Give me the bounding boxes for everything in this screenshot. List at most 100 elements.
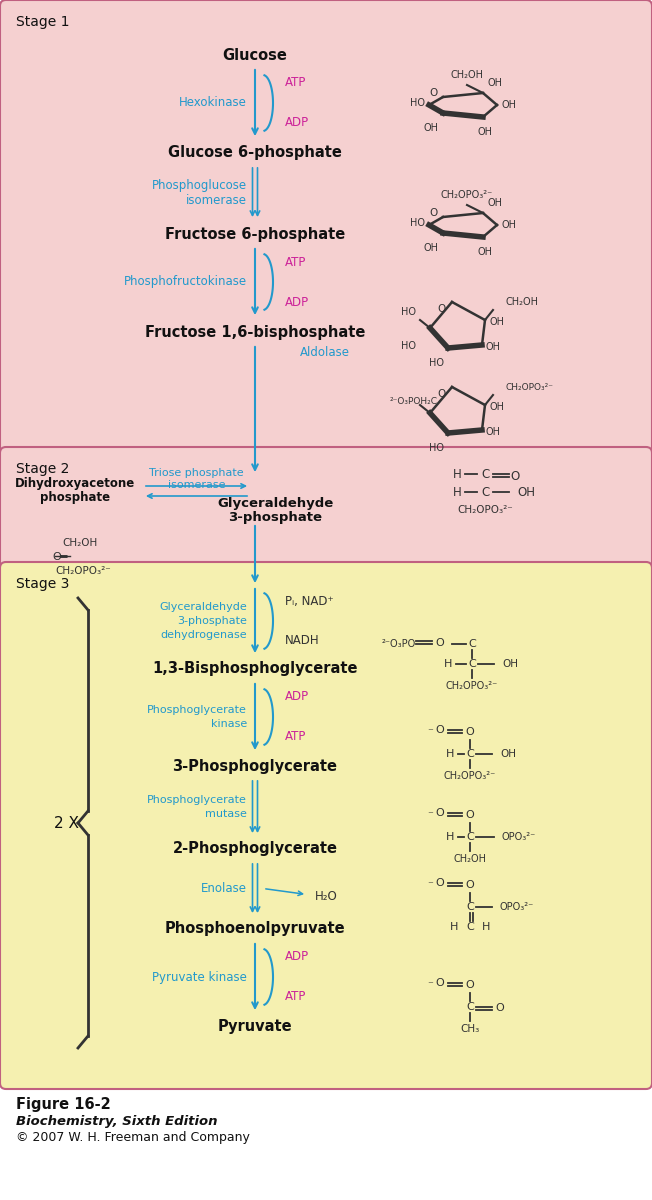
Text: isomerase: isomerase — [168, 480, 225, 490]
Text: Biochemistry, Sixth Edition: Biochemistry, Sixth Edition — [16, 1116, 218, 1128]
Text: H: H — [482, 922, 490, 932]
Text: O: O — [436, 978, 445, 988]
Text: Aldolase: Aldolase — [300, 346, 350, 359]
Text: O: O — [466, 880, 475, 890]
Text: 2-Phosphoglycerate: 2-Phosphoglycerate — [173, 841, 338, 857]
Text: ADP: ADP — [285, 295, 309, 308]
Text: ATP: ATP — [285, 256, 306, 269]
Text: O: O — [430, 208, 438, 218]
Text: NADH: NADH — [285, 635, 319, 648]
Text: 3-phosphate: 3-phosphate — [228, 510, 322, 523]
Text: O: O — [511, 469, 520, 482]
Text: HO: HO — [410, 218, 425, 228]
Text: H: H — [446, 832, 454, 842]
Text: OH: OH — [487, 198, 502, 208]
Text: CH₂OPO₃²⁻: CH₂OPO₃²⁻ — [444, 770, 496, 781]
Text: Fructose 1,6-bisphosphate: Fructose 1,6-bisphosphate — [145, 324, 365, 340]
Text: OH: OH — [489, 402, 504, 412]
Text: HO: HO — [400, 307, 415, 317]
Text: Figure 16-2: Figure 16-2 — [16, 1098, 111, 1112]
Text: O═: O═ — [52, 552, 68, 562]
Text: 3-phosphate: 3-phosphate — [177, 616, 247, 626]
Text: Phosphoglycerate: Phosphoglycerate — [147, 794, 247, 805]
Text: CH₂OPO₃²⁻: CH₂OPO₃²⁻ — [441, 190, 493, 200]
Text: dehydrogenase: dehydrogenase — [160, 630, 247, 640]
Text: Enolase: Enolase — [201, 882, 247, 895]
Text: H₂O: H₂O — [315, 890, 338, 902]
Text: Dihydroxyacetone: Dihydroxyacetone — [15, 476, 135, 490]
Text: O: O — [436, 808, 445, 818]
Text: C: C — [466, 1002, 474, 1012]
Text: OH: OH — [486, 427, 501, 437]
Text: C: C — [466, 902, 474, 912]
Text: C: C — [466, 749, 474, 758]
Text: 3-Phosphoglycerate: 3-Phosphoglycerate — [173, 758, 338, 774]
Text: O: O — [436, 878, 445, 888]
Text: OH: OH — [517, 486, 535, 498]
Text: Pyruvate: Pyruvate — [218, 1019, 292, 1033]
Text: © 2007 W. H. Freeman and Company: © 2007 W. H. Freeman and Company — [16, 1132, 250, 1145]
Text: O: O — [466, 810, 475, 820]
Text: OH: OH — [424, 242, 439, 253]
Text: CH₂OPO₃²⁻: CH₂OPO₃²⁻ — [446, 680, 498, 691]
Text: OH: OH — [477, 127, 492, 137]
Text: H: H — [446, 749, 454, 758]
Text: Stage 2: Stage 2 — [16, 462, 69, 476]
Text: CH₂OH: CH₂OH — [505, 296, 538, 307]
Text: ATP: ATP — [285, 77, 306, 90]
Text: Pyruvate kinase: Pyruvate kinase — [152, 971, 247, 984]
Text: ADP: ADP — [285, 690, 309, 703]
Text: H: H — [450, 922, 458, 932]
Text: OH: OH — [501, 100, 516, 110]
Text: ATP: ATP — [285, 731, 306, 744]
Text: Phosphoglycerate: Phosphoglycerate — [147, 704, 247, 715]
FancyBboxPatch shape — [0, 446, 652, 574]
Text: Fructose 6-phosphate: Fructose 6-phosphate — [165, 227, 345, 241]
Text: OH: OH — [477, 247, 492, 257]
Text: isomerase: isomerase — [186, 194, 247, 206]
Text: Stage 1: Stage 1 — [16, 14, 70, 29]
Text: CH₂OPO₃²⁻: CH₂OPO₃²⁻ — [457, 505, 513, 515]
Text: CH₂OH: CH₂OH — [454, 854, 486, 864]
Text: ⁻: ⁻ — [427, 880, 433, 890]
Text: Stage 3: Stage 3 — [16, 577, 69, 590]
Text: 2 X: 2 X — [53, 816, 78, 830]
Text: Pᵢ, NAD⁺: Pᵢ, NAD⁺ — [285, 594, 334, 607]
Text: O: O — [496, 1003, 505, 1013]
Text: O: O — [437, 304, 445, 314]
Text: Phosphofructokinase: Phosphofructokinase — [124, 276, 247, 288]
Text: H: H — [452, 468, 462, 480]
Text: H: H — [444, 659, 452, 670]
Text: Triose phosphate: Triose phosphate — [149, 468, 244, 478]
Text: ADP: ADP — [285, 116, 309, 130]
Text: ATP: ATP — [285, 990, 306, 1003]
Text: OH: OH — [489, 317, 504, 326]
Text: Hexokinase: Hexokinase — [179, 96, 247, 109]
FancyBboxPatch shape — [0, 562, 652, 1090]
Text: OH: OH — [500, 749, 516, 758]
Text: O: O — [466, 980, 475, 990]
Text: HO: HO — [410, 98, 425, 108]
Text: OPO₃²⁻: OPO₃²⁻ — [500, 902, 534, 912]
Text: CH₂OH: CH₂OH — [62, 538, 97, 548]
Text: 1,3-Bisphosphoglycerate: 1,3-Bisphosphoglycerate — [153, 661, 358, 677]
Text: CH₃: CH₃ — [460, 1024, 480, 1034]
Text: C: C — [466, 922, 474, 932]
Text: OPO₃²⁻: OPO₃²⁻ — [502, 832, 536, 842]
Text: O: O — [466, 727, 475, 737]
Text: OH: OH — [424, 122, 439, 133]
Text: CH₂OPO₃²⁻: CH₂OPO₃²⁻ — [55, 566, 111, 576]
Text: Glyceraldehyde: Glyceraldehyde — [217, 497, 333, 510]
Text: O: O — [437, 389, 445, 398]
Text: Phosphoglucose: Phosphoglucose — [152, 179, 247, 192]
Text: H: H — [452, 486, 462, 498]
Text: Glucose 6-phosphate: Glucose 6-phosphate — [168, 145, 342, 161]
Text: C: C — [466, 832, 474, 842]
Text: HO: HO — [429, 358, 444, 368]
Text: C: C — [468, 638, 476, 649]
Text: OH: OH — [486, 342, 501, 352]
Text: OH: OH — [501, 220, 516, 230]
Text: O: O — [436, 638, 445, 648]
Text: O: O — [436, 725, 445, 734]
Text: O: O — [430, 88, 438, 98]
